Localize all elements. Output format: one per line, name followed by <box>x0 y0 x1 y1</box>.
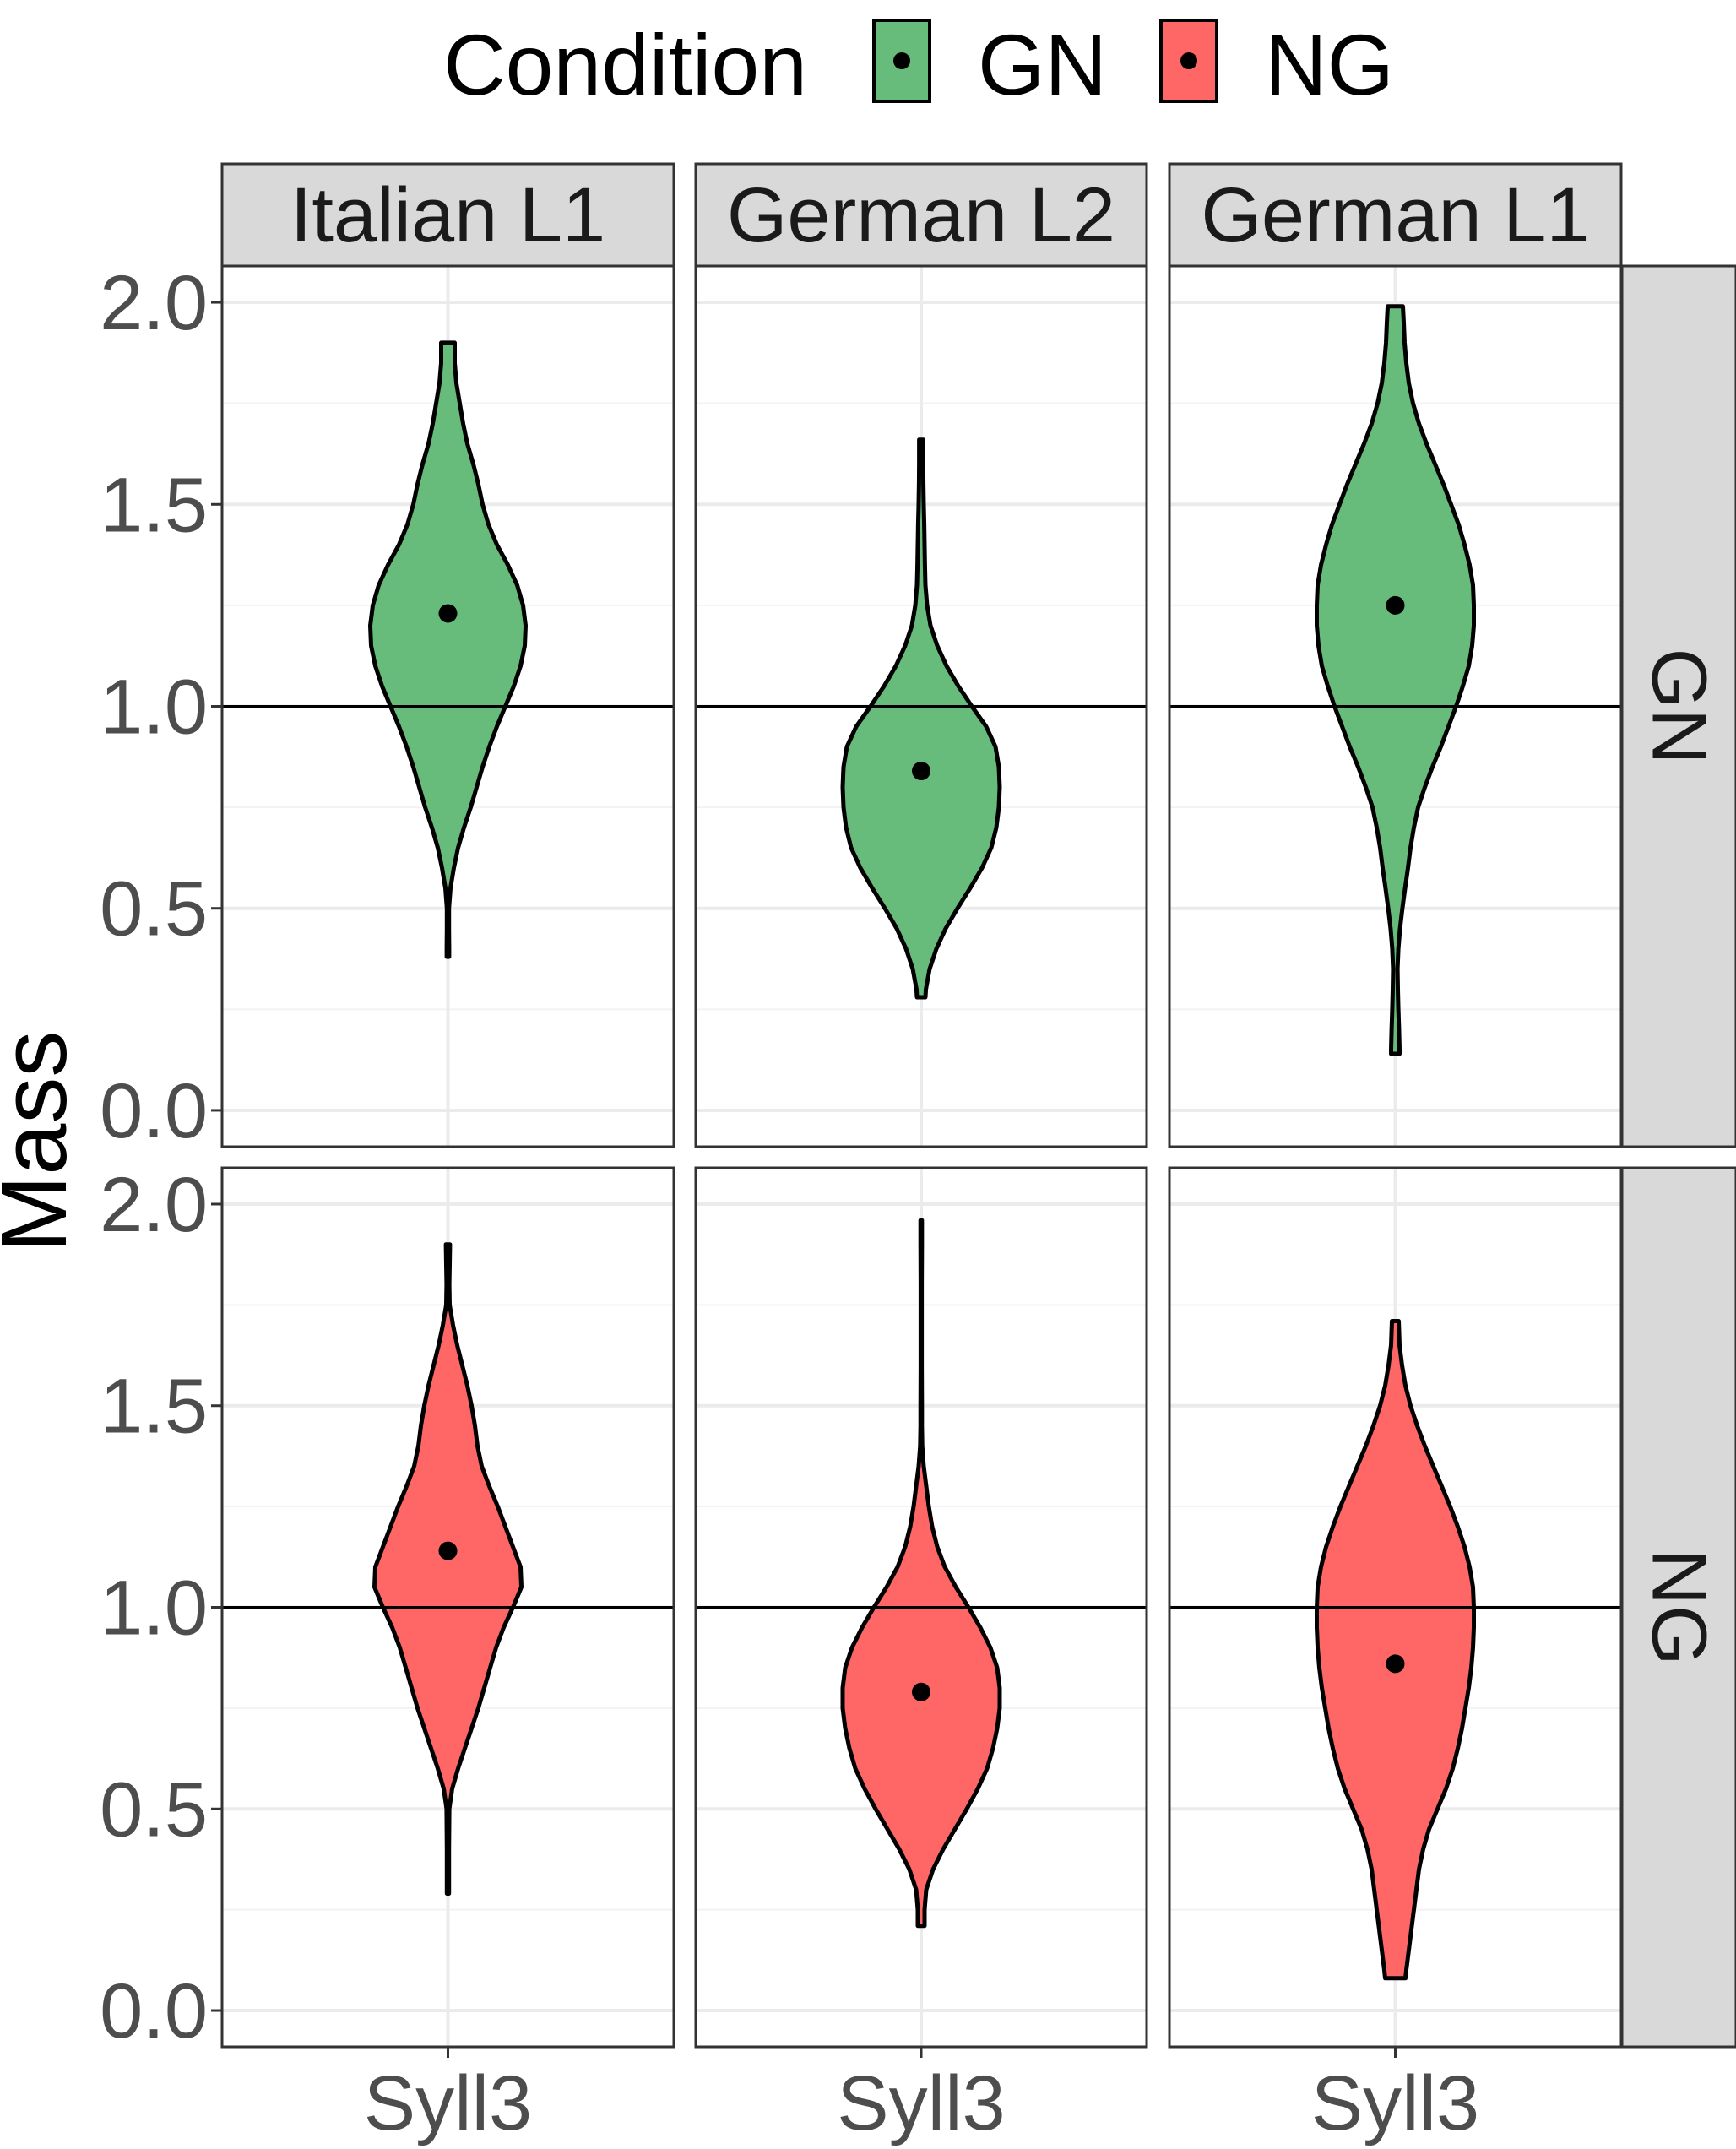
violin-shape <box>368 340 528 959</box>
mean-point <box>912 1682 930 1701</box>
legend-key-ng-dot <box>1180 52 1197 69</box>
y-tick-label: 0.0 <box>100 1968 208 2054</box>
y-tick-label: 0.5 <box>100 866 208 952</box>
panel-gn-german-l1 <box>1168 264 1623 1148</box>
panel-border <box>220 264 675 1148</box>
panel-gn-italian-l1 <box>220 264 675 1148</box>
strip-label: Italian L1 <box>290 172 605 258</box>
violin-shape <box>1315 1319 1476 1981</box>
panel-gn-german-l2 <box>694 264 1148 1148</box>
violin-shape <box>840 437 1002 1000</box>
y-tick-label: 2.0 <box>100 1162 208 1248</box>
panel-border <box>1168 264 1623 1148</box>
strip-label: German L2 <box>727 172 1115 258</box>
legend: Condition GN NG <box>443 17 1394 113</box>
row-strip-label: GN <box>1636 648 1722 765</box>
legend-label-gn: GN <box>978 17 1107 113</box>
y-axis-title: Mass <box>0 1031 86 1253</box>
violin-shape <box>1315 304 1476 1056</box>
mean-point <box>438 1541 458 1560</box>
x-tick-label: Syll3 <box>1311 2060 1479 2146</box>
y-tick-label: 0.5 <box>100 1766 208 1853</box>
mean-point <box>438 604 458 623</box>
y-tick-label: 1.0 <box>100 665 208 751</box>
strip-italian-l1 <box>220 162 675 268</box>
panels: Italian L1 German L2 German L1 GN NG 0.0 0.5 1.… <box>100 162 1736 2146</box>
strip-label: German L1 <box>1201 172 1589 258</box>
y-tick-label: 1.0 <box>100 1566 208 1652</box>
panel-ng-german-l2: Syll3 <box>694 1166 1148 2146</box>
y-tick-label: 1.5 <box>100 1364 208 1450</box>
panel-ng-italian-l1: Syll3 <box>220 1166 675 2146</box>
legend-title: Condition <box>443 17 807 113</box>
y-tick-label: 2.0 <box>100 260 208 346</box>
mean-point <box>1386 595 1405 615</box>
mean-point <box>1386 1654 1405 1674</box>
violin-shape <box>840 1218 1002 1929</box>
row-strip-label: NG <box>1636 1549 1722 1666</box>
panel-ng-german-l1: Syll3 <box>1168 1166 1623 2146</box>
panel-border <box>694 264 1148 1148</box>
x-tick-label: Syll3 <box>837 2060 1005 2146</box>
y-tick-label: 1.5 <box>100 462 208 548</box>
legend-key-gn <box>872 19 931 103</box>
y-tick-label: 0.0 <box>100 1068 208 1154</box>
violin-shape <box>372 1242 524 1896</box>
strip-german-l2 <box>694 162 1148 268</box>
x-tick-label: Syll3 <box>364 2060 532 2146</box>
mean-point <box>912 762 930 781</box>
legend-label-ng: NG <box>1265 17 1394 113</box>
legend-key-gn-dot <box>893 52 910 69</box>
